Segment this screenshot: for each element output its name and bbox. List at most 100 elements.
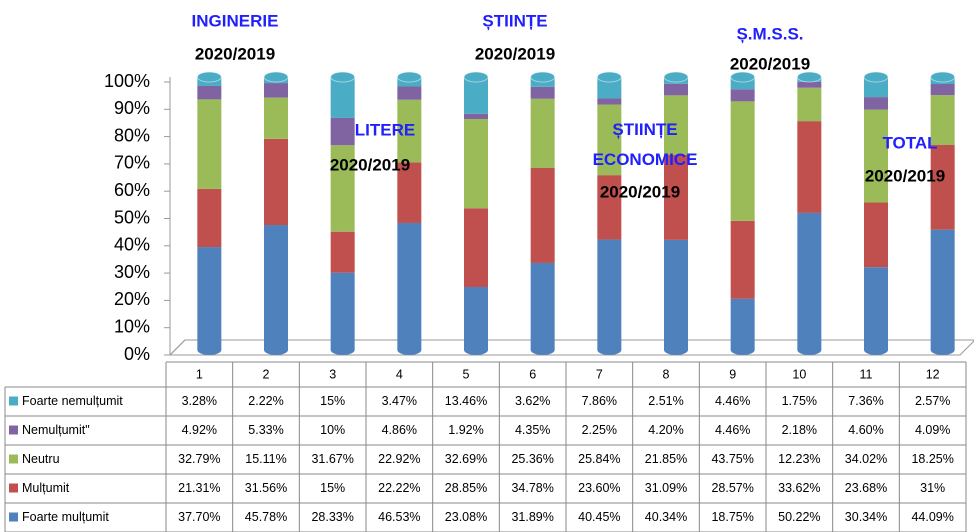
bar-segment [330,77,355,118]
bar-segment [530,167,555,263]
table-value: 4.20% [648,423,683,437]
bar-segment [597,77,622,99]
bar-segment [797,212,822,350]
table-value: 33.62% [778,481,820,495]
bar-segment [864,97,888,110]
annotation-period: 2020/2019 [475,44,555,63]
table-value: 4.60% [848,423,883,437]
bar-segment [797,121,822,213]
bar-base [797,345,822,355]
bar-segment [864,109,888,203]
bar-base [397,345,422,355]
bar-segment [664,95,688,155]
table-value: 18.25% [911,452,953,466]
bar-segment [464,286,488,350]
y-tick-label: 60% [114,180,150,200]
bar-segment [930,95,955,146]
bar-base [664,345,688,355]
table-value: 31.09% [645,481,687,495]
legend-label: Foarte nemulțumit [22,394,123,408]
annotation-period: 2020/2019 [330,155,410,174]
bar-cap [863,71,889,83]
annotation: INGINERIE [192,11,279,30]
floor [168,339,974,356]
table-value: 21.85% [645,452,687,466]
bar-segment [464,77,488,114]
table-value: 31% [920,481,945,495]
annotation-period: 2020/2019 [730,54,810,73]
table-value: 31.67% [311,452,353,466]
x-tick-label: 6 [529,367,536,381]
bar-cap [796,71,822,83]
bar-segment [864,267,888,350]
bar-segment [597,239,622,350]
bar-cap [396,71,422,83]
table-value: 2.22% [248,394,283,408]
table-value: 22.22% [378,481,420,495]
bar-segment [664,154,688,240]
table-value: 25.36% [511,452,553,466]
table-value: 1.75% [782,394,817,408]
annotation-period: 2020/2019 [195,44,275,63]
annotation-period: 2020/2019 [865,166,945,185]
bar-segment [330,231,355,273]
legend-label: Foarte mulțumit [22,510,109,524]
table-value: 31.56% [245,481,287,495]
table-value: 7.36% [848,394,883,408]
table-value: 46.53% [378,510,420,524]
table-value: 44.09% [911,510,953,524]
table-value: 28.85% [445,481,487,495]
table-value: 18.75% [711,510,753,524]
bar-segment [330,272,355,350]
annotation: ȘTIINȚE ECONOMICE [593,120,698,169]
y-tick-label: 80% [114,125,150,145]
bar-segment [464,118,488,209]
bar-segment [330,145,355,232]
annotation: LITERE [355,120,415,139]
table-value: 7.86% [582,394,617,408]
annotation: ȘTIINȚE [482,11,547,30]
annotation: TOTAL [882,133,937,152]
bar-segment [930,229,955,350]
table-value: 28.33% [311,510,353,524]
legend-swatch [9,396,18,406]
table-value: 3.28% [182,394,217,408]
table-value: 3.47% [382,394,417,408]
bar-segment [597,175,622,240]
table-value: 23.08% [445,510,487,524]
table-value: 34.78% [511,481,553,495]
bar-base [930,345,955,355]
table-value: 1.92% [448,423,483,437]
bar-segment [197,247,222,350]
annotation: Ș.M.S.S. [736,24,803,43]
y-tick-label: 0% [124,344,150,364]
bar-segment [197,188,222,248]
bar-segment [664,239,688,350]
table-value: 13.46% [445,394,487,408]
y-tick-label: 40% [114,235,150,255]
legend-swatch [9,483,18,493]
y-tick-label: 10% [114,316,150,336]
bar-segment [797,81,822,88]
bar-segment [730,298,755,350]
bar-base [264,345,288,355]
table-value: 28.57% [711,481,753,495]
bar-cap [463,71,489,83]
bar-cap [663,71,689,83]
table-value: 2.51% [648,394,683,408]
table-value: 23.60% [578,481,620,495]
bar-cap [196,71,222,83]
bar-base [330,345,355,355]
x-tick-label: 9 [729,367,736,381]
bar-cap [263,71,289,83]
bar-segment [664,83,688,96]
bar-segment [264,225,288,350]
bar-segment [864,202,888,268]
bar-segment [730,220,755,299]
bar-base [464,345,488,355]
bar-segment [930,84,955,96]
bar-segment [530,86,555,99]
x-tick-label: 11 [860,367,873,381]
y-tick-label: 100% [104,71,150,91]
